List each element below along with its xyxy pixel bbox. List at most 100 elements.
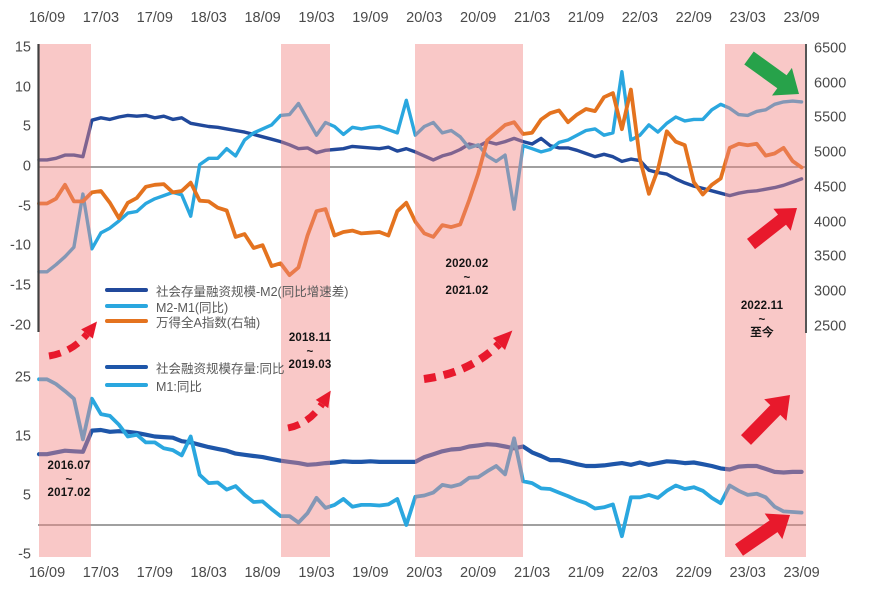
x-axis-tick-label-top: 20/09 <box>460 10 497 26</box>
right-axis-tick-label: 4000 <box>814 213 847 230</box>
y-axis-tick-label-top-panel: 0 <box>22 158 31 175</box>
legend-label: 万得全A指数(右轴) <box>156 315 261 330</box>
legend-item-wind-all-a: 万得全A指数(右轴) <box>105 314 261 330</box>
legend-label: 社会融资规模存量:同比 <box>156 361 285 376</box>
x-axis-tick-label-bottom: 19/03 <box>298 565 335 581</box>
right-axis-tick-label: 4500 <box>814 179 847 196</box>
right-axis-tick-label: 6000 <box>814 74 847 91</box>
x-axis-tick-label-top: 21/09 <box>567 10 605 26</box>
y-axis-tick-label-top-panel: -10 <box>10 238 31 255</box>
annotation-period-2016: 2016.07 ~ 2017.02 <box>23 460 115 501</box>
x-axis-tick-label-bottom: 21/03 <box>513 565 551 581</box>
annotation-line: 2017.02 <box>47 487 91 499</box>
x-axis-tick-label-top: 22/03 <box>621 10 659 26</box>
x-axis-tick-label-top: 23/09 <box>783 10 820 26</box>
right-axis-tick-label: 2500 <box>814 318 847 335</box>
annotation-line: 2019.03 <box>288 359 332 371</box>
annotation-line: 2022.11 <box>740 300 784 312</box>
annotation-line: ~ <box>463 271 471 284</box>
shaded-band <box>415 44 523 557</box>
legend-swatch-navy <box>105 288 148 292</box>
annotation-line: 2021.02 <box>445 285 489 297</box>
annotation-period-2020: 2020.02 ~ 2021.02 <box>421 258 513 299</box>
y-axis-tick-label-top-panel: -20 <box>10 317 31 334</box>
y-axis-tick-label-top-panel: -15 <box>10 277 31 294</box>
right-axis-tick-label: 5500 <box>814 109 847 126</box>
right-axis-tick-label: 3000 <box>814 283 847 300</box>
red-dashed-arrow <box>423 330 513 383</box>
legend-item-socfin-m2-spread: 社会存量融资规模-M2(同比增速差) <box>105 283 349 299</box>
legend-item-socfin-stock-yoy: 社会融资规模存量:同比 <box>105 360 285 376</box>
x-axis-tick-label-top: 17/03 <box>82 10 120 26</box>
y-axis-tick-label-top-panel: 15 <box>14 39 31 56</box>
legend-item-m1-yoy: M1:同比 <box>105 378 202 394</box>
red-dashed-arrow <box>287 390 331 432</box>
annotation-line: ~ <box>65 473 73 486</box>
x-axis-tick-label-bottom: 20/09 <box>460 565 497 581</box>
top-line-socfin-m2-spread <box>37 113 804 198</box>
top-line-wind-all-a-index <box>37 87 804 278</box>
x-axis-tick-label-top: 22/09 <box>675 10 712 26</box>
x-axis-tick-label-top: 20/03 <box>406 10 443 26</box>
legend-swatch-cyan <box>105 304 148 308</box>
x-axis-tick-label-bottom: 22/03 <box>621 565 659 581</box>
legend-item-m2-m1: M2-M1(同比) <box>105 299 229 315</box>
annotation-line: 2016.07 <box>47 460 91 472</box>
x-axis-tick-label-bottom: 23/03 <box>729 565 766 581</box>
x-axis-tick-label-top: 19/03 <box>298 10 335 26</box>
annotation-line: ~ <box>306 345 314 358</box>
x-axis-tick-label-top: 19/09 <box>352 10 389 26</box>
x-axis-tick-label-top: 16/09 <box>28 10 66 26</box>
legend-swatch-orange <box>105 319 148 323</box>
x-axis-tick-label-bottom: 18/03 <box>190 565 227 581</box>
shaded-band <box>281 44 330 557</box>
annotation-line: ~ <box>758 313 766 326</box>
legend-label: 社会存量融资规模-M2(同比增速差) <box>156 284 349 299</box>
bottom-line-m1-yoy <box>37 377 804 539</box>
legend-label: M2-M1(同比) <box>156 300 229 315</box>
x-axis-tick-label-bottom: 17/03 <box>82 565 120 581</box>
y-axis-tick-label-top-panel: -5 <box>18 198 31 215</box>
x-axis-tick-label-bottom: 22/09 <box>675 565 712 581</box>
red-dashed-arrow <box>48 321 97 360</box>
x-axis-tick-label-top: 17/09 <box>136 10 173 26</box>
y-axis-tick-label-top-panel: 5 <box>22 118 31 135</box>
annotation-line: 2018.11 <box>288 332 332 344</box>
green-arrow <box>744 51 799 96</box>
right-axis-tick-label: 5000 <box>814 144 847 161</box>
annotation-period-2022: 2022.11 ~ 至今 <box>716 300 808 341</box>
x-axis-tick-label-bottom: 17/09 <box>136 565 173 581</box>
x-axis-tick-label-bottom: 21/09 <box>567 565 605 581</box>
y-axis-tick-label-bottom-panel: 5 <box>22 487 31 504</box>
annotation-line: 至今 <box>750 327 774 339</box>
right-axis-tick-label: 6500 <box>814 40 847 57</box>
y-axis-tick-label-top-panel: 10 <box>14 79 31 96</box>
annotation-line: 2020.02 <box>445 258 489 270</box>
x-axis-tick-label-bottom: 19/09 <box>352 565 389 581</box>
x-axis-tick-label-bottom: 20/03 <box>406 565 443 581</box>
y-axis-tick-label-bottom-panel: -5 <box>18 546 31 563</box>
y-axis-tick-label-bottom-panel: 25 <box>14 369 31 386</box>
x-axis-tick-label-bottom: 16/09 <box>28 565 66 581</box>
annotation-period-2018: 2018.11 ~ 2019.03 <box>264 332 356 373</box>
red-arrow <box>735 513 790 556</box>
x-axis-tick-label-top: 21/03 <box>513 10 551 26</box>
x-axis-tick-label-top: 18/03 <box>190 10 227 26</box>
x-axis-tick-label-top: 23/03 <box>729 10 766 26</box>
top-line-m2-m1-yoy <box>37 69 804 274</box>
right-axis-tick-label: 3500 <box>814 248 847 265</box>
legend-swatch-navy <box>105 365 148 369</box>
x-axis-tick-label-top: 18/09 <box>244 10 281 26</box>
shaded-band <box>39 44 91 557</box>
x-axis-tick-label-bottom: 18/09 <box>244 565 281 581</box>
y-axis-tick-label-bottom-panel: 15 <box>14 428 31 445</box>
x-axis-tick-label-bottom: 23/09 <box>783 565 820 581</box>
red-arrow <box>741 395 790 445</box>
bottom-line-socfin-stock-yoy <box>36 427 804 475</box>
legend-label: M1:同比 <box>156 379 202 394</box>
red-arrow <box>747 208 797 250</box>
legend-swatch-cyan <box>105 383 148 387</box>
shaded-band <box>725 44 806 557</box>
